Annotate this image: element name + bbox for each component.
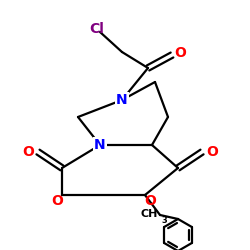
Text: O: O (144, 194, 156, 208)
Text: O: O (51, 194, 63, 208)
Text: Cl: Cl (90, 22, 104, 36)
Text: CH: CH (140, 209, 158, 219)
Text: O: O (206, 145, 218, 159)
Text: N: N (116, 93, 128, 107)
Text: O: O (174, 46, 186, 60)
Text: N: N (94, 138, 106, 152)
Text: 3: 3 (161, 216, 167, 225)
Text: O: O (22, 145, 34, 159)
